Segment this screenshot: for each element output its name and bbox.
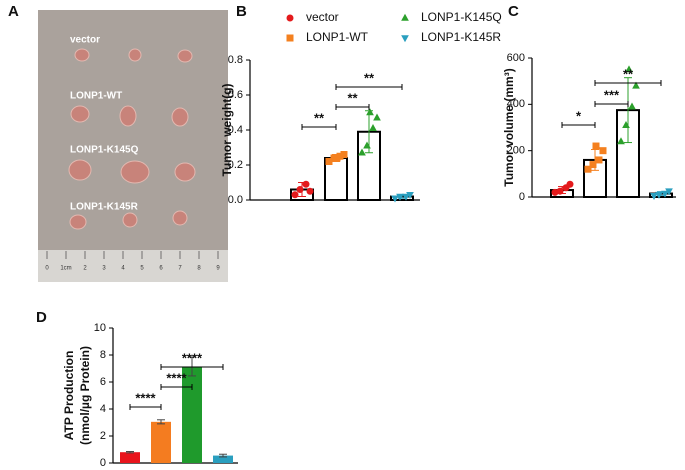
error-bar	[126, 451, 134, 454]
legend-label: vector	[306, 10, 339, 24]
error-bar	[157, 419, 165, 425]
panel-label: C	[508, 3, 519, 20]
legend-marker	[401, 13, 409, 21]
bar	[213, 455, 233, 463]
data-point	[340, 151, 348, 158]
significance-label: **	[347, 90, 358, 105]
y-tick-label: 10	[94, 322, 106, 334]
tumors	[68, 48, 196, 230]
legend-marker	[286, 34, 294, 42]
y-tick-label: 8	[100, 349, 106, 361]
data-point	[373, 113, 381, 121]
data-point	[625, 65, 633, 73]
y-tick-label: 4	[100, 403, 106, 415]
photo: vector LONP1-WT LONP1-K145Q LONP1-K145R	[38, 10, 228, 282]
data-point	[665, 188, 673, 196]
y-axis-label: (nmol/µg Protein)	[78, 346, 92, 445]
bar	[151, 421, 171, 463]
significance-label: **	[623, 66, 634, 81]
data-point	[650, 193, 658, 201]
legend-marker	[401, 35, 409, 43]
ruler-labels: 0 1cm 2 3 4 5 6 7 8 9	[45, 251, 220, 272]
data-point	[589, 161, 597, 169]
data-point	[566, 180, 574, 188]
data-point	[595, 156, 603, 164]
y-tick-label: 0	[519, 191, 525, 203]
ruler-label: 6	[159, 266, 163, 272]
data-point	[661, 190, 669, 198]
data-point	[556, 187, 564, 195]
significance-label: *	[576, 108, 582, 123]
ruler-label: 7	[178, 266, 182, 272]
panel-label: D	[36, 309, 47, 326]
legend-label: LONP1-K145R	[421, 30, 501, 44]
error-bar	[188, 356, 196, 377]
ruler-label: 3	[102, 266, 106, 272]
significance-label: ****	[166, 370, 187, 385]
y-tick-label: 0.0	[228, 194, 243, 206]
significance-label: **	[314, 110, 325, 125]
y-tick-label: 0.2	[228, 159, 243, 171]
data-point	[302, 180, 310, 188]
y-axis-label: Tumor weight(g)	[220, 83, 234, 176]
y-axis-label: Tumor volume (mm³)	[502, 68, 516, 186]
data-point	[306, 187, 314, 195]
data-point	[333, 154, 341, 162]
photo-label: LONP1-K145R	[70, 202, 139, 213]
data-point	[599, 147, 607, 155]
data-point	[391, 195, 399, 203]
ruler-label: 5	[140, 266, 144, 272]
photo-label: LONP1-K145Q	[70, 145, 139, 156]
data-point	[291, 191, 299, 199]
y-tick-label: 0.6	[228, 89, 243, 101]
significance-label: ****	[182, 350, 203, 365]
ruler-label: 2	[83, 266, 87, 272]
panel-label: B	[236, 3, 247, 20]
bar	[120, 452, 140, 463]
legend-label: LONP1-K145Q	[421, 10, 502, 24]
data-point	[655, 191, 663, 199]
y-tick-label: 400	[507, 98, 525, 110]
data-point	[406, 191, 414, 199]
legend-label: LONP1-WT	[306, 30, 369, 44]
data-point	[369, 124, 377, 132]
ruler	[38, 250, 228, 282]
data-point	[628, 102, 636, 110]
data-point	[622, 120, 630, 128]
data-point	[363, 141, 371, 149]
data-point	[592, 142, 600, 150]
y-tick-label: 600	[507, 52, 525, 64]
error-bar	[624, 77, 632, 144]
panel-label: A	[8, 3, 19, 20]
data-point	[296, 186, 304, 194]
photo-label: LONP1-WT	[70, 91, 122, 102]
y-tick-label: 0.8	[228, 54, 243, 66]
data-point	[632, 81, 640, 89]
data-point	[358, 148, 366, 156]
ruler-label: 4	[121, 266, 125, 272]
y-tick-label: 0.4	[228, 124, 243, 136]
data-point	[396, 193, 404, 201]
y-tick-label: 200	[507, 145, 525, 157]
data-point	[617, 137, 625, 145]
data-point	[402, 193, 410, 201]
ruler-label: 0	[45, 266, 49, 272]
significance-label: ***	[604, 87, 620, 102]
ruler-label: 9	[216, 266, 220, 272]
data-point	[366, 108, 374, 116]
photo-label: vector	[70, 35, 100, 46]
y-tick-label: 2	[100, 430, 106, 442]
ruler-label: 8	[197, 266, 201, 272]
legend-marker	[286, 14, 294, 22]
y-axis-label: ATP Production	[62, 351, 76, 441]
bar	[182, 366, 202, 463]
error-bar	[219, 453, 227, 458]
y-tick-label: 0	[100, 457, 106, 469]
ruler-label: 1cm	[60, 266, 71, 272]
significance-label: ****	[135, 390, 156, 405]
significance-label: **	[364, 70, 375, 85]
y-tick-label: 6	[100, 376, 106, 388]
